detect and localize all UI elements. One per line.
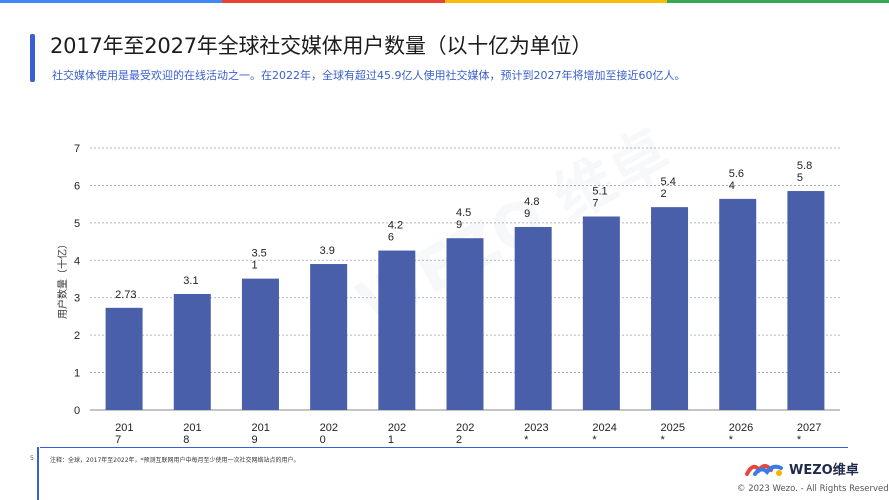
x-tick-label: * bbox=[592, 434, 597, 446]
brand-logo: WEZO维卓 bbox=[745, 459, 859, 478]
bar bbox=[651, 207, 689, 410]
bar bbox=[787, 191, 825, 410]
x-tick-label: 2027 bbox=[797, 422, 821, 434]
bar bbox=[378, 250, 416, 410]
data-label: 2 bbox=[661, 188, 667, 200]
y-tick-label: 3 bbox=[74, 293, 80, 305]
data-label: 5.4 bbox=[661, 176, 676, 188]
bar bbox=[310, 264, 348, 410]
top-color-bar-blue bbox=[0, 0, 223, 3]
data-label: 5.6 bbox=[729, 168, 744, 180]
x-tick-label: 201 bbox=[115, 422, 133, 434]
bar bbox=[514, 226, 552, 410]
page-subtitle: 社交媒体使用是最受欢迎的在线活动之一。在2022年，全球有超过45.9亿人使用社… bbox=[52, 69, 686, 82]
bar bbox=[719, 198, 757, 410]
x-tick-label: 2024 bbox=[592, 422, 616, 434]
data-label: 9 bbox=[524, 208, 530, 220]
page-number: 5 bbox=[30, 455, 34, 462]
top-color-bar-green bbox=[666, 0, 889, 3]
x-tick-label: 201 bbox=[251, 422, 269, 434]
top-color-bar-yellow bbox=[444, 0, 667, 3]
x-tick-label: * bbox=[797, 434, 802, 446]
y-tick-label: 6 bbox=[74, 180, 80, 192]
x-tick-label: 7 bbox=[115, 434, 121, 446]
bar bbox=[582, 216, 620, 410]
data-label: 4.2 bbox=[388, 220, 403, 232]
data-label: 2.73 bbox=[115, 289, 136, 301]
x-tick-label: * bbox=[729, 434, 734, 446]
x-tick-label: 2023 bbox=[524, 422, 548, 434]
data-label: 5 bbox=[797, 172, 803, 184]
x-tick-label: 9 bbox=[251, 434, 257, 446]
y-tick-label: 2 bbox=[74, 330, 80, 342]
x-tick-label: 202 bbox=[388, 422, 406, 434]
y-tick-label: 5 bbox=[74, 218, 80, 230]
top-color-bar bbox=[0, 0, 889, 3]
bar bbox=[241, 278, 279, 410]
data-label: 4.8 bbox=[524, 196, 539, 208]
x-tick-label: 2026 bbox=[729, 422, 753, 434]
data-label: 4.5 bbox=[456, 207, 471, 219]
footer-side-accent bbox=[37, 447, 39, 500]
footnote: 注释：全球，2017年至2022年，*预测互联网用户中每月至少使用一次社交网络站… bbox=[50, 457, 300, 464]
y-tick-label: 7 bbox=[74, 143, 80, 155]
page-title: 2017年至2027年全球社交媒体用户数量（以十亿为单位） bbox=[50, 34, 593, 58]
top-color-bar-red bbox=[222, 0, 445, 3]
x-tick-label: 202 bbox=[320, 422, 338, 434]
data-label: 1 bbox=[251, 260, 257, 272]
y-tick-label: 0 bbox=[74, 405, 80, 417]
data-label: 3.1 bbox=[183, 275, 198, 287]
data-label: 6 bbox=[388, 232, 394, 244]
x-tick-label: 0 bbox=[320, 434, 326, 446]
footer-divider bbox=[40, 447, 848, 448]
x-tick-label: * bbox=[524, 434, 529, 446]
bar bbox=[105, 307, 143, 410]
data-label: 4 bbox=[729, 180, 735, 192]
data-label: 3.9 bbox=[320, 245, 335, 257]
x-tick-label: 201 bbox=[183, 422, 201, 434]
data-label: 5.1 bbox=[592, 185, 607, 197]
logo-text: WEZO维卓 bbox=[789, 463, 859, 478]
data-label: 5.8 bbox=[797, 160, 812, 172]
x-tick-label: 1 bbox=[388, 434, 394, 446]
x-tick-label: 2025 bbox=[661, 422, 685, 434]
title-accent-bar bbox=[30, 34, 35, 82]
x-tick-label: 202 bbox=[456, 422, 474, 434]
y-tick-label: 4 bbox=[74, 255, 80, 267]
data-label: 3.5 bbox=[251, 248, 266, 260]
data-label: 7 bbox=[592, 197, 598, 209]
y-axis-label: 用户数量（十亿） bbox=[56, 239, 69, 319]
bar bbox=[173, 293, 211, 410]
copyright-text: © 2023 Wezo. - All Rights Reserved bbox=[737, 484, 889, 494]
x-tick-label: * bbox=[661, 434, 666, 446]
x-tick-label: 2 bbox=[456, 434, 462, 446]
data-label: 9 bbox=[456, 219, 462, 231]
logo-icon bbox=[745, 463, 783, 476]
y-tick-label: 1 bbox=[74, 368, 80, 380]
x-tick-label: 8 bbox=[183, 434, 189, 446]
bar bbox=[446, 238, 484, 410]
